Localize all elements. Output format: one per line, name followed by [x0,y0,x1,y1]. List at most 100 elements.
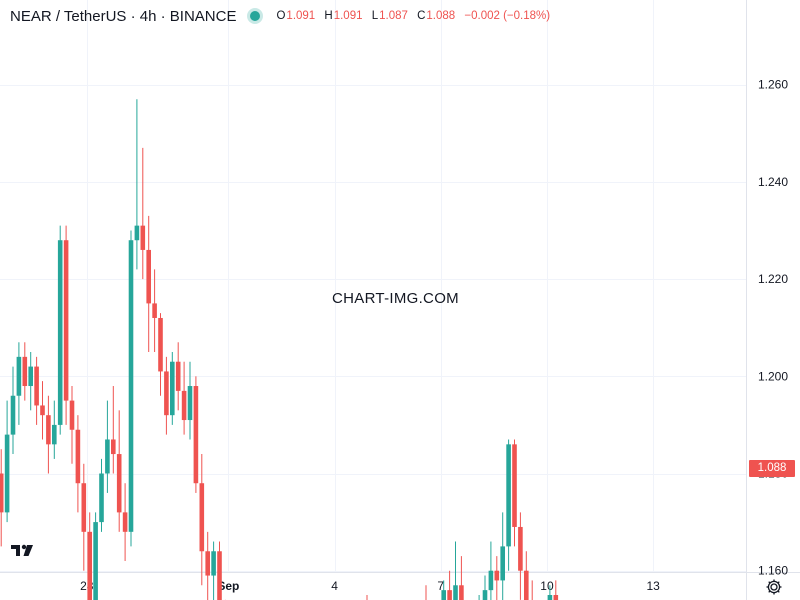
candle-body [116,454,122,513]
candle-body [205,551,210,576]
candle-down [524,551,529,600]
candle-down [366,595,368,600]
candle-body [146,249,151,304]
candle-down [0,449,4,547]
symbol-legend: NEAR / TetherUS · 4h · BINANCE O1.091 H1… [10,6,550,26]
candle-up [10,366,16,455]
candle-body [193,386,199,484]
candle-down [146,215,151,352]
candle-up [170,352,175,425]
candle-body [81,483,87,532]
ohlc-values: O1.091 H1.091 L1.087 C1.088 −0.002 (−0.1… [276,10,550,22]
price-tick-label: 1.200 [758,369,788,383]
candle-down [116,410,122,532]
candle-down [69,386,75,464]
candle-down [494,556,500,600]
candle-body [547,595,553,600]
market-status-dot-icon [250,11,261,21]
candle-down [111,386,116,474]
candle-up [488,541,494,600]
change-value: −0.002 (−0.18%) [464,10,551,22]
candle-down [175,342,181,411]
candle-body [187,386,193,421]
candle-body [63,240,69,401]
time-tick-label: 13 [646,579,660,593]
candle-body [199,483,205,552]
open-label: O [276,10,286,22]
candle-body [211,551,216,576]
low-value: 1.087 [379,10,408,22]
watermark: CHART-IMG.COM [332,290,459,307]
candle-down [75,415,81,513]
candle-body [99,473,104,523]
candle-body [87,531,92,600]
candle-body [52,424,57,445]
candle-down [193,376,199,493]
candle-body [518,526,523,571]
candle-body [524,570,529,600]
candle-body [170,361,175,416]
candle-body [500,546,505,581]
price-tick-label: 1.260 [758,78,788,92]
time-tick-label: 4 [331,579,338,593]
price-axis[interactable]: 1.0601.0801.1001.1201.1401.1601.1801.200… [758,0,788,600]
gear-icon[interactable] [764,577,784,597]
candle-up [482,575,488,600]
candle-up [453,541,458,600]
close-label: C [417,10,426,22]
candle-body [453,585,458,600]
candle-body [75,429,81,484]
candle-body [553,595,559,600]
candle-down [205,531,210,600]
candle-body [57,240,63,425]
candle-down [518,512,523,600]
candle-down [164,356,169,435]
candle-up [506,439,511,571]
candle-body [152,303,157,318]
candle-down [425,585,427,600]
tradingview-logo-icon[interactable] [10,540,40,560]
candle-body [28,366,33,387]
candle-body [217,551,222,600]
candle-body [158,317,163,372]
candle-body [482,590,488,600]
candle-down [63,225,69,425]
candle-body [512,444,517,527]
candle-down [158,313,163,396]
candle-body [459,585,464,600]
candle-body [128,240,134,532]
candle-up [478,595,480,600]
candle-body [4,434,10,513]
candle-up [187,361,193,440]
candle-body [164,371,169,416]
candle-body [140,225,146,250]
candle-body [447,590,452,600]
candle-up [4,400,10,523]
high-value: 1.091 [333,10,363,22]
candle-down [22,342,28,401]
candle-down [199,454,205,586]
candle-down [531,580,533,600]
candle-up [57,225,63,435]
candle-up [134,99,140,270]
candle-down [553,580,559,600]
candle-down [140,147,146,280]
candle-up [500,512,505,600]
last-price-label: 1.088 [749,460,795,477]
candle-body [10,395,16,435]
candle-up [28,352,33,411]
close-value: 1.088 [426,10,456,22]
candle-down [81,463,87,571]
candle-down [122,483,128,561]
time-axis[interactable]: 28 Sep 4 7 10 13 [80,579,660,593]
candle-down [181,361,187,435]
symbol-title[interactable]: NEAR / TetherUS · 4h · BINANCE [10,7,237,25]
candle-body [93,522,98,600]
candle-down [87,512,92,600]
candle-down [447,570,452,600]
candle-body [16,356,22,396]
candle-body [69,400,75,430]
candle-body [22,356,28,387]
